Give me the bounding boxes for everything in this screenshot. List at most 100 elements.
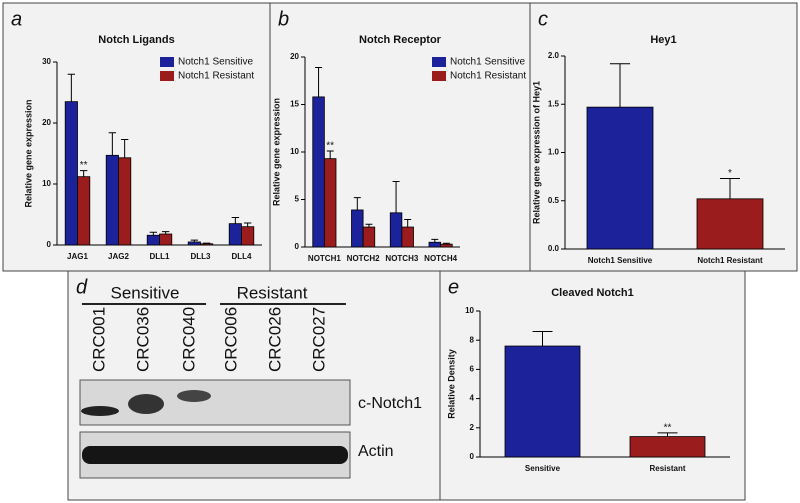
band-label: Actin bbox=[358, 443, 394, 460]
error-bar bbox=[720, 178, 740, 199]
y-axis-label: Relative gene expression bbox=[271, 98, 281, 206]
group-label: Resistant bbox=[237, 283, 308, 302]
panel-frame bbox=[2, 2, 271, 272]
y-tick-label: 10 bbox=[465, 306, 474, 315]
x-tick-label: JAG2 bbox=[108, 252, 129, 261]
band bbox=[177, 390, 211, 402]
legend-swatch bbox=[160, 57, 174, 67]
bar bbox=[362, 226, 376, 248]
bar bbox=[696, 198, 764, 250]
band-label: c-Notch1 bbox=[358, 395, 422, 412]
lane-label: CRC001 bbox=[89, 307, 108, 372]
x-tick-label: DLL1 bbox=[150, 252, 171, 261]
error-bar bbox=[161, 231, 170, 235]
bar bbox=[241, 226, 255, 246]
error-bar bbox=[365, 223, 373, 228]
panel-letter: b bbox=[278, 8, 289, 30]
y-tick-label: 10 bbox=[42, 179, 51, 188]
charts: a Notch Ligands Relative gene expression 0 1… bbox=[11, 8, 785, 473]
error-bar bbox=[657, 432, 678, 437]
lane-label: CRC036 bbox=[133, 307, 152, 372]
error-bar bbox=[431, 238, 439, 243]
legend-swatch bbox=[432, 71, 446, 81]
bar bbox=[504, 345, 581, 458]
panel-letter: c bbox=[538, 8, 548, 30]
y-tick-label: 0 bbox=[47, 240, 52, 249]
error-bar bbox=[108, 132, 117, 156]
blot: d Sensitive Resistant c-Notch1 Actin CRC… bbox=[76, 276, 422, 479]
legend-label: Notch1 Sensitive bbox=[178, 57, 253, 68]
error-bar bbox=[120, 138, 129, 158]
y-tick-label: 1.0 bbox=[548, 148, 560, 157]
error-bar bbox=[149, 231, 158, 236]
bar bbox=[428, 241, 442, 248]
y-tick-label: 0.0 bbox=[548, 244, 560, 253]
significance: ** bbox=[664, 423, 672, 434]
lane-label: CRC040 bbox=[179, 307, 198, 372]
error-bar bbox=[353, 197, 361, 210]
x-tick-label: Sensitive bbox=[525, 464, 561, 473]
error-bar bbox=[326, 150, 334, 159]
bar bbox=[64, 101, 78, 246]
bar bbox=[440, 243, 453, 248]
y-axis-label: Relative gene expression of Hey1 bbox=[531, 81, 541, 224]
x-tick-label: NOTCH1 bbox=[308, 254, 341, 263]
y-tick-label: 0 bbox=[295, 242, 300, 251]
bar bbox=[200, 243, 214, 246]
y-tick-label: 20 bbox=[42, 118, 51, 127]
bar bbox=[401, 226, 414, 248]
bar bbox=[228, 223, 242, 246]
error-bar bbox=[315, 66, 323, 97]
y-tick-label: 20 bbox=[290, 52, 299, 61]
group-label: Sensitive bbox=[111, 283, 180, 302]
y-tick-label: 15 bbox=[290, 100, 299, 109]
bar bbox=[351, 209, 364, 248]
panel-letter: a bbox=[11, 8, 22, 30]
bar bbox=[187, 241, 201, 246]
error-bar bbox=[190, 239, 199, 242]
y-axis-label: Relative Density bbox=[446, 349, 456, 419]
error-bar bbox=[404, 218, 412, 228]
panel-letter: e bbox=[448, 276, 459, 298]
y-tick-label: 5 bbox=[295, 195, 300, 204]
error-bar bbox=[231, 217, 240, 224]
lane-labels: CRC001 CRC036 CRC040 CRC006 CRC026 CRC027 bbox=[89, 307, 328, 372]
y-tick-label: 30 bbox=[42, 57, 51, 66]
x-tick-label: Notch1 Sensitive bbox=[588, 256, 653, 265]
legend-label: Notch1 Resistant bbox=[450, 71, 526, 82]
bar bbox=[586, 106, 654, 250]
x-tick-label: NOTCH2 bbox=[347, 254, 380, 263]
bar bbox=[629, 436, 706, 458]
y-axis-label: Relative gene expression bbox=[23, 99, 33, 207]
band bbox=[128, 394, 164, 414]
error-bar bbox=[79, 170, 88, 177]
bar bbox=[118, 157, 132, 246]
bar bbox=[323, 158, 337, 248]
bar bbox=[105, 154, 119, 246]
band bbox=[82, 446, 348, 464]
bar bbox=[389, 212, 403, 248]
y-tick-label: 4 bbox=[470, 394, 475, 403]
lane-label: CRC006 bbox=[221, 307, 240, 372]
x-tick-label: Resistant bbox=[649, 464, 685, 473]
chart-title: Cleaved Notch1 bbox=[551, 287, 634, 299]
y-tick-label: 0 bbox=[470, 452, 475, 461]
x-tick-label: JAG1 bbox=[67, 252, 88, 261]
error-bar bbox=[67, 73, 76, 102]
chart-title: Notch Ligands bbox=[98, 34, 174, 46]
bar bbox=[77, 176, 91, 246]
x-tick-label: Notch1 Resistant bbox=[697, 256, 763, 265]
y-tick-label: 1.5 bbox=[548, 99, 560, 108]
significance: ** bbox=[80, 160, 88, 171]
bar bbox=[146, 234, 160, 246]
x-tick-label: DLL3 bbox=[191, 252, 212, 261]
legend-swatch bbox=[160, 71, 174, 81]
bar bbox=[159, 233, 173, 246]
bar bbox=[312, 96, 325, 248]
significance: ** bbox=[326, 141, 334, 152]
error-bar bbox=[392, 180, 400, 213]
error-bar bbox=[442, 242, 450, 245]
chart-title: Hey1 bbox=[650, 34, 676, 46]
x-tick-label: NOTCH3 bbox=[385, 254, 418, 263]
